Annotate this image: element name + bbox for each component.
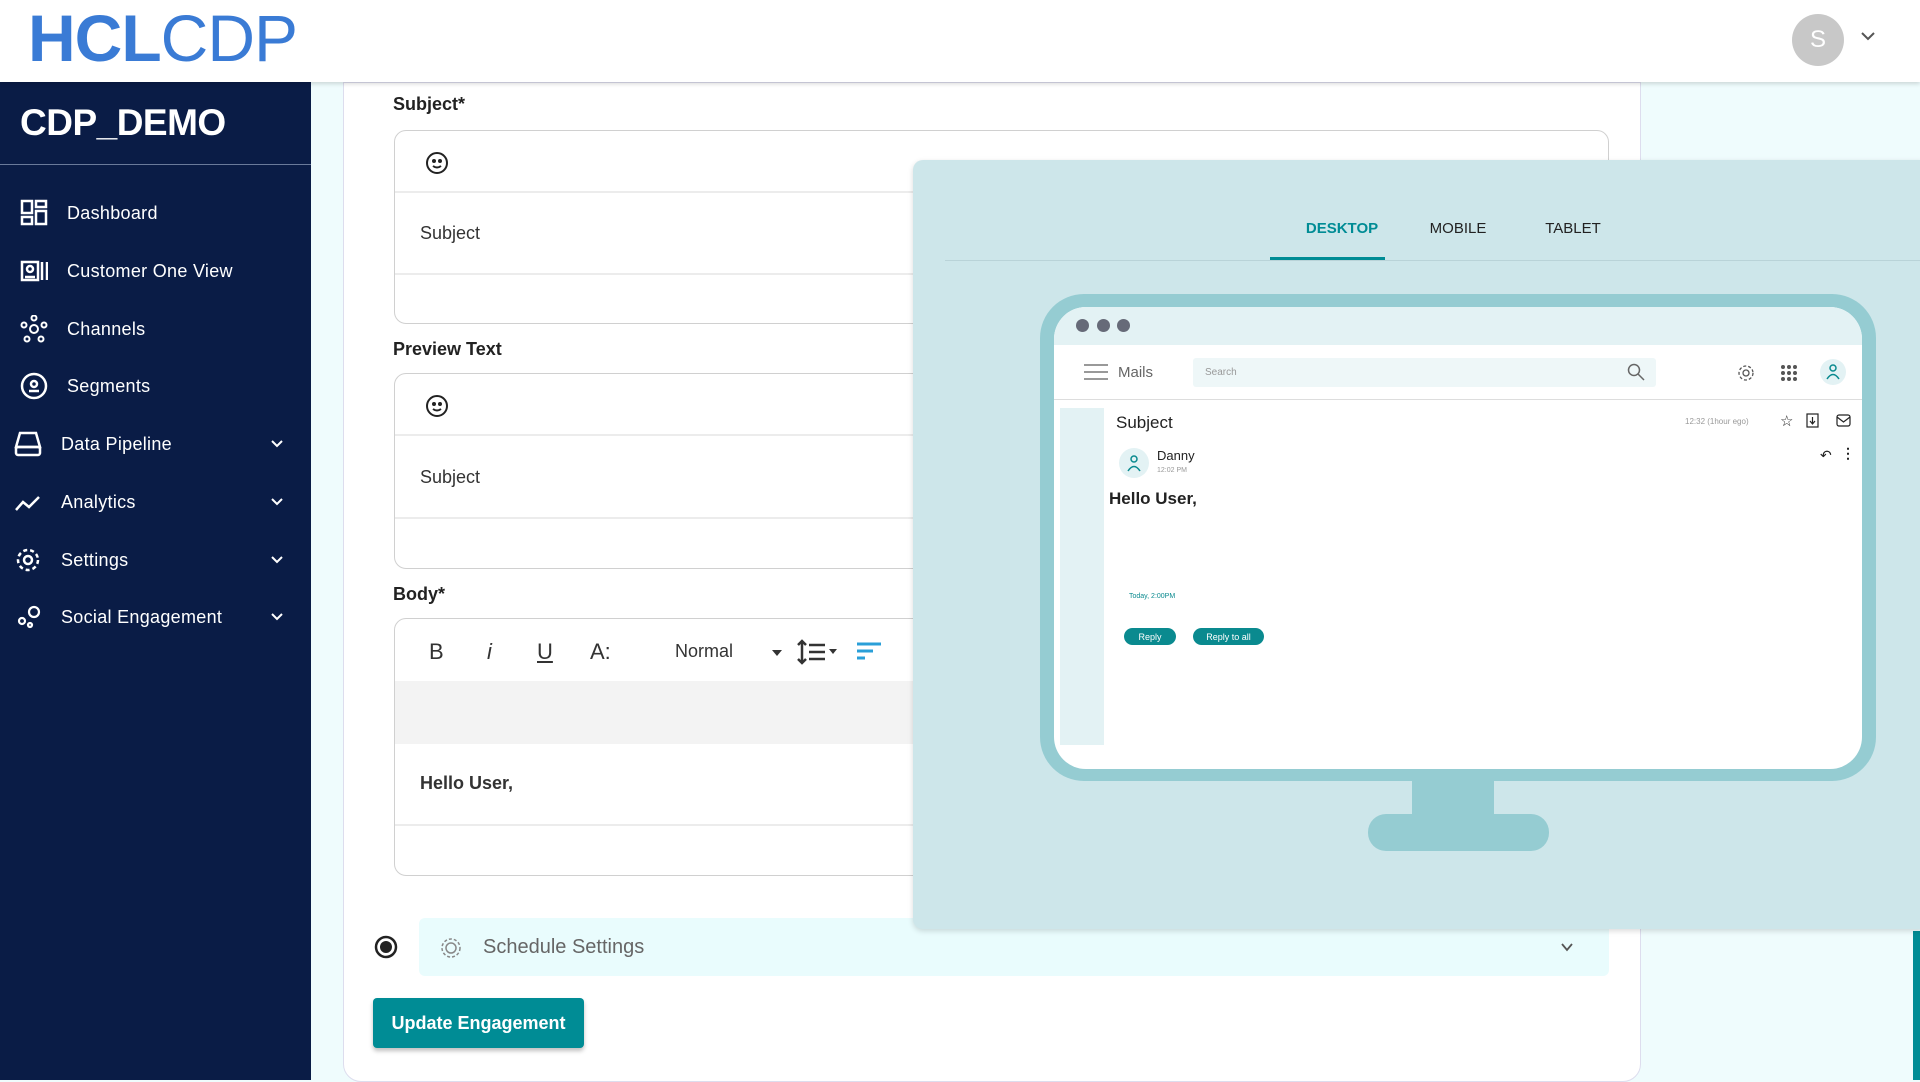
gear-clock-icon <box>441 938 461 958</box>
channels-icon <box>20 315 48 343</box>
mail-icon <box>1836 414 1851 427</box>
emoji-icon[interactable] <box>425 394 449 418</box>
apps-grid-icon <box>1781 365 1797 381</box>
radio-selected-icon[interactable] <box>374 935 398 959</box>
tab-desktop[interactable]: DESKTOP <box>1305 220 1379 237</box>
mail-timestamp: 12:32 (1hour ego) <box>1685 417 1749 426</box>
sidebar-item-settings[interactable]: Settings <box>0 538 311 582</box>
sidebar-item-segments[interactable]: Segments <box>0 364 311 408</box>
emoji-icon[interactable] <box>425 151 449 175</box>
org-name: CDP_DEMO <box>20 102 226 143</box>
customer-card-icon <box>20 260 48 282</box>
chevron-down-icon <box>1561 943 1573 952</box>
accent-bar <box>1913 931 1920 1080</box>
preview-text-input[interactable]: Subject <box>420 467 481 487</box>
format-select[interactable]: Normal <box>675 641 734 661</box>
sidebar-item-label: Dashboard <box>67 202 158 223</box>
active-tab-indicator <box>1270 257 1385 260</box>
caret-down-icon[interactable] <box>771 649 783 657</box>
bold-button[interactable]: B <box>429 639 444 664</box>
star-icon: ☆ <box>1780 413 1794 430</box>
desktop-monitor-frame: Mails Search Subject 12:32 (1hour ego) ☆… <box>1040 294 1876 781</box>
align-icon[interactable] <box>857 641 881 661</box>
mail-subject: Subject <box>1116 413 1173 432</box>
search-placeholder: Search <box>1205 367 1237 378</box>
window-titlebar <box>1054 307 1862 345</box>
chevron-down-icon <box>271 613 283 621</box>
chevron-down-icon[interactable] <box>1858 26 1878 46</box>
drive-icon <box>14 431 42 457</box>
line-spacing-icon[interactable] <box>797 639 839 665</box>
sidebar-item-customer-one-view[interactable]: Customer One View <box>0 249 311 293</box>
font-size-button[interactable]: A: <box>590 639 611 664</box>
body-label: Body* <box>393 584 446 604</box>
sidebar-item-social-engagement[interactable]: Social Engagement <box>0 595 311 639</box>
reply-all-button: Reply to all <box>1193 628 1264 645</box>
dashboard-icon <box>20 199 48 226</box>
reply-icon: ↶ <box>1820 447 1832 463</box>
sidebar-item-label: Customer One View <box>67 260 233 281</box>
chevron-down-icon <box>271 556 283 564</box>
sidebar-item-analytics[interactable]: Analytics <box>0 480 311 524</box>
user-avatar[interactable]: S <box>1792 14 1844 66</box>
sender-avatar-icon <box>1119 448 1149 478</box>
underline-button[interactable]: U <box>537 639 553 664</box>
monitor-neck <box>1412 781 1494 815</box>
sidebar-item-label: Data Pipeline <box>61 433 172 454</box>
mail-date: Today, 2:00PM <box>1129 593 1176 600</box>
search-icon <box>1627 363 1645 381</box>
body-input[interactable]: Hello User, <box>420 773 514 793</box>
sidebar-item-label: Channels <box>67 318 146 339</box>
update-engagement-button[interactable]: Update Engagement <box>373 998 584 1048</box>
preview-panel: DESKTOP MOBILE TABLET Mails Search Subje… <box>913 160 1920 929</box>
window-dot <box>1076 319 1089 332</box>
top-header: HCLCDP S <box>0 0 1920 82</box>
sidebar-item-label: Analytics <box>61 491 136 512</box>
mail-search-box: Search <box>1193 358 1656 387</box>
sent-time: 12:02 PM <box>1157 467 1187 474</box>
divider <box>0 164 311 165</box>
gear-icon <box>1738 365 1754 381</box>
sidebar-item-data-pipeline[interactable]: Data Pipeline <box>0 422 311 466</box>
reply-button: Reply <box>1124 628 1176 645</box>
sidebar: CDP_DEMO Dashboard Customer One View Cha… <box>0 82 311 1080</box>
chevron-down-icon <box>271 498 283 506</box>
chevron-down-icon <box>271 440 283 448</box>
tab-tablet[interactable]: TABLET <box>1545 220 1601 237</box>
sender-name: Danny <box>1157 448 1195 463</box>
segments-icon <box>20 372 48 400</box>
sidebar-item-label: Settings <box>61 549 129 570</box>
more-options-icon: ⋮ <box>1841 445 1855 461</box>
hclcdp-logo: HCLCDP <box>28 1 298 75</box>
gear-icon <box>16 548 40 572</box>
email-preview-screen: Mails Search Subject 12:32 (1hour ego) ☆… <box>1054 307 1862 769</box>
social-icon <box>17 605 41 629</box>
mail-side-strip <box>1060 408 1104 745</box>
tabs-divider <box>945 260 1920 261</box>
subject-label: Subject* <box>393 94 466 114</box>
sidebar-item-channels[interactable]: Channels <box>0 307 311 351</box>
italic-button[interactable]: i <box>487 639 492 664</box>
window-dot <box>1097 319 1110 332</box>
mails-title: Mails <box>1118 364 1154 381</box>
mail-greeting: Hello User, <box>1109 489 1197 508</box>
divider <box>1054 399 1862 400</box>
preview-text-label: Preview Text <box>393 339 502 359</box>
sidebar-item-dashboard[interactable]: Dashboard <box>0 191 311 235</box>
user-avatar-icon <box>1820 359 1846 385</box>
subject-input[interactable]: Subject <box>420 223 481 243</box>
monitor-base <box>1368 814 1549 851</box>
sidebar-item-label: Social Engagement <box>61 606 223 627</box>
hamburger-icon <box>1084 364 1108 380</box>
window-dot <box>1117 319 1130 332</box>
analytics-icon <box>15 496 40 511</box>
archive-icon <box>1806 413 1819 428</box>
tab-mobile[interactable]: MOBILE <box>1429 220 1487 237</box>
sidebar-item-label: Segments <box>67 375 151 396</box>
schedule-settings-label: Schedule Settings <box>483 936 645 958</box>
